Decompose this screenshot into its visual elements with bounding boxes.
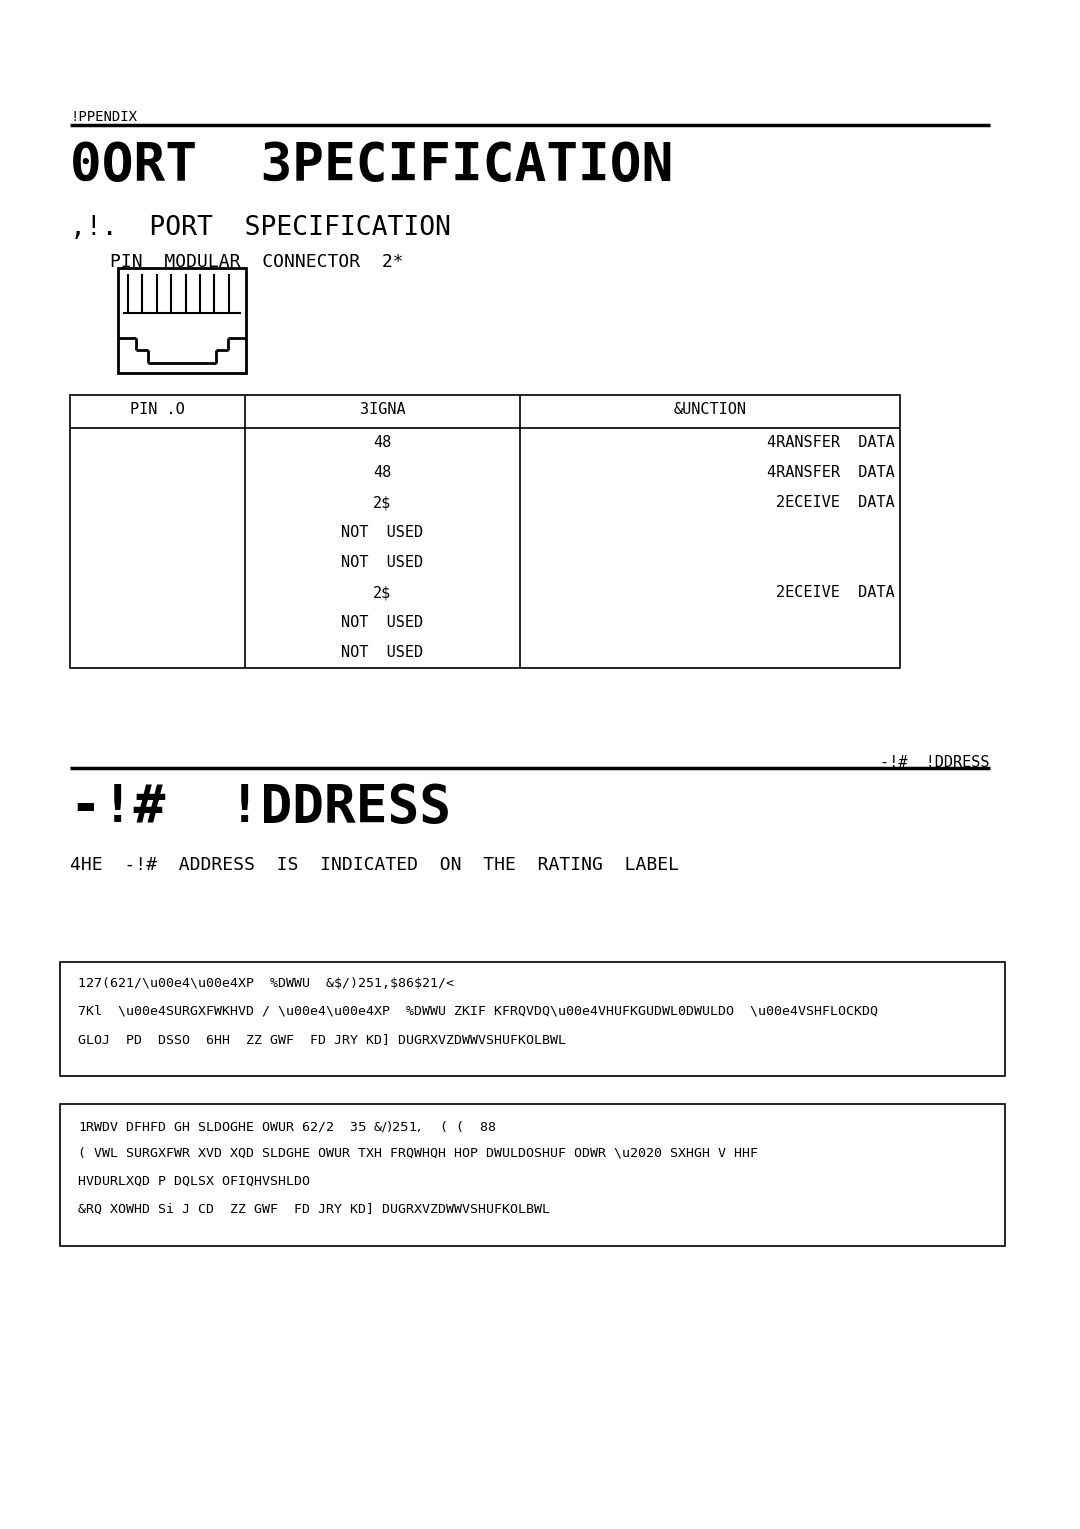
- Text: 48: 48: [374, 434, 392, 450]
- Text: 2ECEIVE  DATA: 2ECEIVE DATA: [777, 586, 895, 599]
- Bar: [70, 394, 900, 668]
- Text: PIN  MODULAR  CONNECTOR  2*: PIN MODULAR CONNECTOR 2*: [110, 252, 404, 271]
- Text: ,!.  PORT  SPECIFICATION: ,!. PORT SPECIFICATION: [70, 216, 451, 242]
- Text: &RQ XOWHD Si J CD  ZZ GWF  FD JRY KD] DUGRXVZDWWVSHUFKOLBWL: &RQ XOWHD Si J CD ZZ GWF FD JRY KD] DUGR…: [78, 1203, 550, 1216]
- Bar: [118, 268, 246, 373]
- Text: 1RWDV DFHFD GH SLDOGHE OWUR 62/2  3$5$ &$/)251,$  ( (  88: 1RWDV DFHFD GH SLDOGHE OWUR 62/2 3$5$ &$…: [78, 1119, 496, 1135]
- Bar: [60, 1104, 1005, 1246]
- Text: 3IGNA: 3IGNA: [360, 402, 405, 417]
- Text: NOT  USED: NOT USED: [341, 615, 423, 630]
- Text: 48: 48: [374, 465, 392, 480]
- Text: PIN .O: PIN .O: [130, 402, 185, 417]
- Text: NOT  USED: NOT USED: [341, 555, 423, 570]
- Text: -!#  !DDRESS: -!# !DDRESS: [880, 755, 990, 771]
- Text: 7Kl  \u00e4SURGXFWKHVD / \u00e4\u00e4XP  %DWWU ZKIF KFRQVDQ\u00e4VHUFKGUDWL0DWUL: 7Kl \u00e4SURGXFWKHVD / \u00e4\u00e4XP %…: [78, 1005, 878, 1018]
- Text: 4RANSFER  DATA: 4RANSFER DATA: [767, 434, 895, 450]
- Text: &UNCTION: &UNCTION: [674, 402, 746, 417]
- Text: 127(621/\u00e4\u00e4XP  %DWWU  &$/)251,$86$21/<: 127(621/\u00e4\u00e4XP %DWWU &$/)251,$86…: [78, 977, 454, 989]
- Text: GLOJ  PD  DSSO  6HH  ZZ GWF  FD JRY KD] DUGRXVZDWWVSHUFKOLBWL: GLOJ PD DSSO 6HH ZZ GWF FD JRY KD] DUGRX…: [78, 1034, 566, 1046]
- Text: NOT  USED: NOT USED: [341, 645, 423, 661]
- Text: 4RANSFER  DATA: 4RANSFER DATA: [767, 465, 895, 480]
- Text: HVDURLXQD P DQLSX OFIQHVSHLDO: HVDURLXQD P DQLSX OFIQHVSHLDO: [78, 1174, 310, 1188]
- Text: 0ORT  3PECIFICATION: 0ORT 3PECIFICATION: [70, 141, 673, 193]
- Text: 2ECEIVE  DATA: 2ECEIVE DATA: [777, 495, 895, 511]
- Text: 4HE  -!#  ADDRESS  IS  INDICATED  ON  THE  RATING  LABEL: 4HE -!# ADDRESS IS INDICATED ON THE RATI…: [70, 856, 679, 875]
- Text: 2$: 2$: [374, 495, 392, 511]
- Text: -!#  !DDRESS: -!# !DDRESS: [70, 781, 451, 833]
- Text: ( VWL SURGXFWR XVD XQD SLDGHE OWUR TXH FRQWHQH HOP DWULDOSHUF ODWR \u2020 SXHGH : ( VWL SURGXFWR XVD XQD SLDGHE OWUR TXH F…: [78, 1147, 758, 1161]
- Text: NOT  USED: NOT USED: [341, 524, 423, 540]
- Text: !PPENDIX: !PPENDIX: [70, 110, 137, 124]
- Text: 2$: 2$: [374, 586, 392, 599]
- Bar: [60, 962, 1005, 1076]
